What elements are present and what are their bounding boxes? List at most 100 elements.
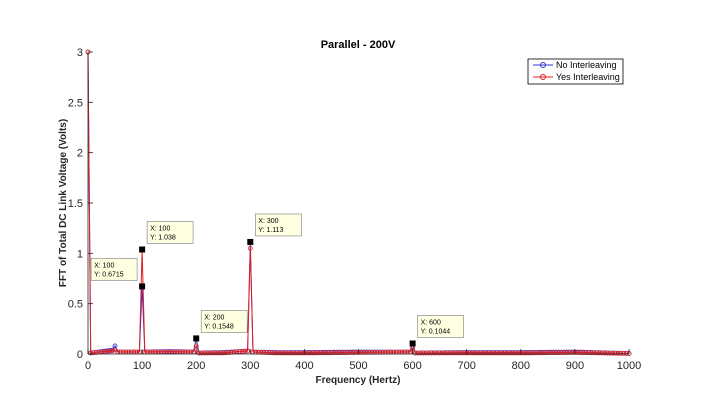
- data-point: [431, 350, 437, 356]
- data-point: [526, 350, 532, 356]
- data-point: [442, 350, 448, 356]
- data-point: [485, 350, 491, 356]
- data-point: [93, 350, 99, 355]
- data-point: [569, 350, 575, 355]
- data-point: [291, 350, 296, 356]
- data-point: [542, 350, 548, 356]
- data-point: [423, 350, 429, 356]
- data-point: [491, 350, 497, 356]
- chart-title: Parallel - 200V: [321, 39, 396, 51]
- data-point: [226, 350, 232, 355]
- data-point: [196, 350, 202, 356]
- datatip-x-text: X: 200: [204, 314, 224, 321]
- datatip-box: [90, 258, 138, 281]
- y-axis-label: FFT of Total DC Link Voltage (Volts): [58, 119, 69, 287]
- data-point: [434, 350, 440, 356]
- x-tick-label: 300: [241, 360, 259, 372]
- data-point: [623, 351, 629, 356]
- x-tick-label: 1000: [617, 360, 641, 372]
- data-point: [461, 350, 467, 356]
- data-point: [602, 350, 608, 356]
- data-point: [426, 350, 432, 356]
- data-point: [507, 350, 513, 356]
- data-point: [550, 350, 556, 356]
- data-point: [210, 350, 215, 356]
- data-point: [326, 350, 332, 356]
- data-point: [604, 350, 610, 356]
- data-point: [347, 350, 353, 355]
- y-tick-label: 2.5: [68, 97, 83, 109]
- data-point: [315, 350, 321, 356]
- data-point: [421, 350, 426, 356]
- data-point: [512, 350, 518, 356]
- x-tick-label: 100: [133, 360, 151, 372]
- data-point: [307, 350, 313, 356]
- data-point: [274, 350, 280, 356]
- data-point: [329, 350, 334, 356]
- data-point: [558, 350, 564, 356]
- data-point: [285, 350, 291, 356]
- data-point: [296, 350, 302, 356]
- data-point: [529, 350, 535, 356]
- data-point: [450, 350, 456, 356]
- datatip-marker: [409, 340, 416, 347]
- data-point: [320, 350, 326, 356]
- data-point: [223, 350, 229, 356]
- data-point: [104, 349, 110, 354]
- data-point: [312, 350, 318, 356]
- datatip-marker: [247, 238, 254, 245]
- data-point: [361, 350, 367, 355]
- data-point: [201, 350, 207, 356]
- data-point: [439, 350, 445, 356]
- data-point: [331, 350, 337, 356]
- x-tick-label: 800: [512, 360, 530, 372]
- data-point: [199, 350, 205, 356]
- x-tick-label: 400: [295, 360, 313, 372]
- data-point: [415, 350, 421, 356]
- data-point: [594, 350, 599, 356]
- data-point: [212, 350, 218, 356]
- data-point: [215, 350, 221, 356]
- data-point: [469, 350, 475, 356]
- datatip-x-text: X: 300: [258, 218, 278, 225]
- data-point: [345, 350, 351, 355]
- data-point: [264, 350, 269, 355]
- data-point: [193, 343, 199, 349]
- data-point: [350, 350, 356, 355]
- data-point: [502, 350, 507, 356]
- datatip: X: 100 Y: 1.038: [139, 221, 194, 253]
- data-point: [615, 350, 621, 356]
- data-point: [621, 350, 626, 356]
- data-point: [310, 350, 315, 356]
- data-point: [494, 350, 499, 356]
- data-point: [537, 350, 543, 356]
- data-point: [583, 350, 589, 356]
- data-point: [499, 350, 505, 356]
- datatip: X: 600 Y: 0.1044: [409, 315, 464, 347]
- data-point: [269, 350, 275, 356]
- data-point: [596, 350, 602, 356]
- y-tick-label: 0: [77, 349, 83, 361]
- datatip-x-text: X: 100: [94, 262, 114, 269]
- data-point: [567, 350, 572, 355]
- data-point: [437, 350, 443, 356]
- datatip-y-text: Y: 0.6715: [94, 271, 124, 278]
- data-point: [207, 350, 213, 356]
- data-point: [521, 350, 526, 356]
- data-point: [342, 350, 348, 356]
- data-point: [242, 348, 248, 354]
- x-tick-label: 900: [566, 360, 584, 372]
- data-point: [445, 350, 451, 356]
- datatip-box: [146, 221, 194, 244]
- data-point: [245, 348, 250, 354]
- datatip-layer: X: 100 Y: 0.6715 X: 100 Y: 1.038 X: 200 Y: 0.…: [90, 213, 464, 347]
- datatip: X: 100 Y: 0.6715: [90, 258, 146, 290]
- data-point: [109, 348, 115, 354]
- data-point: [564, 350, 570, 355]
- datatip: X: 200 Y: 0.1548: [193, 310, 248, 342]
- legend-marker-yes-interleaving: [540, 74, 546, 80]
- data-point: [239, 349, 245, 354]
- data-point: [472, 350, 478, 356]
- data-point: [339, 350, 345, 356]
